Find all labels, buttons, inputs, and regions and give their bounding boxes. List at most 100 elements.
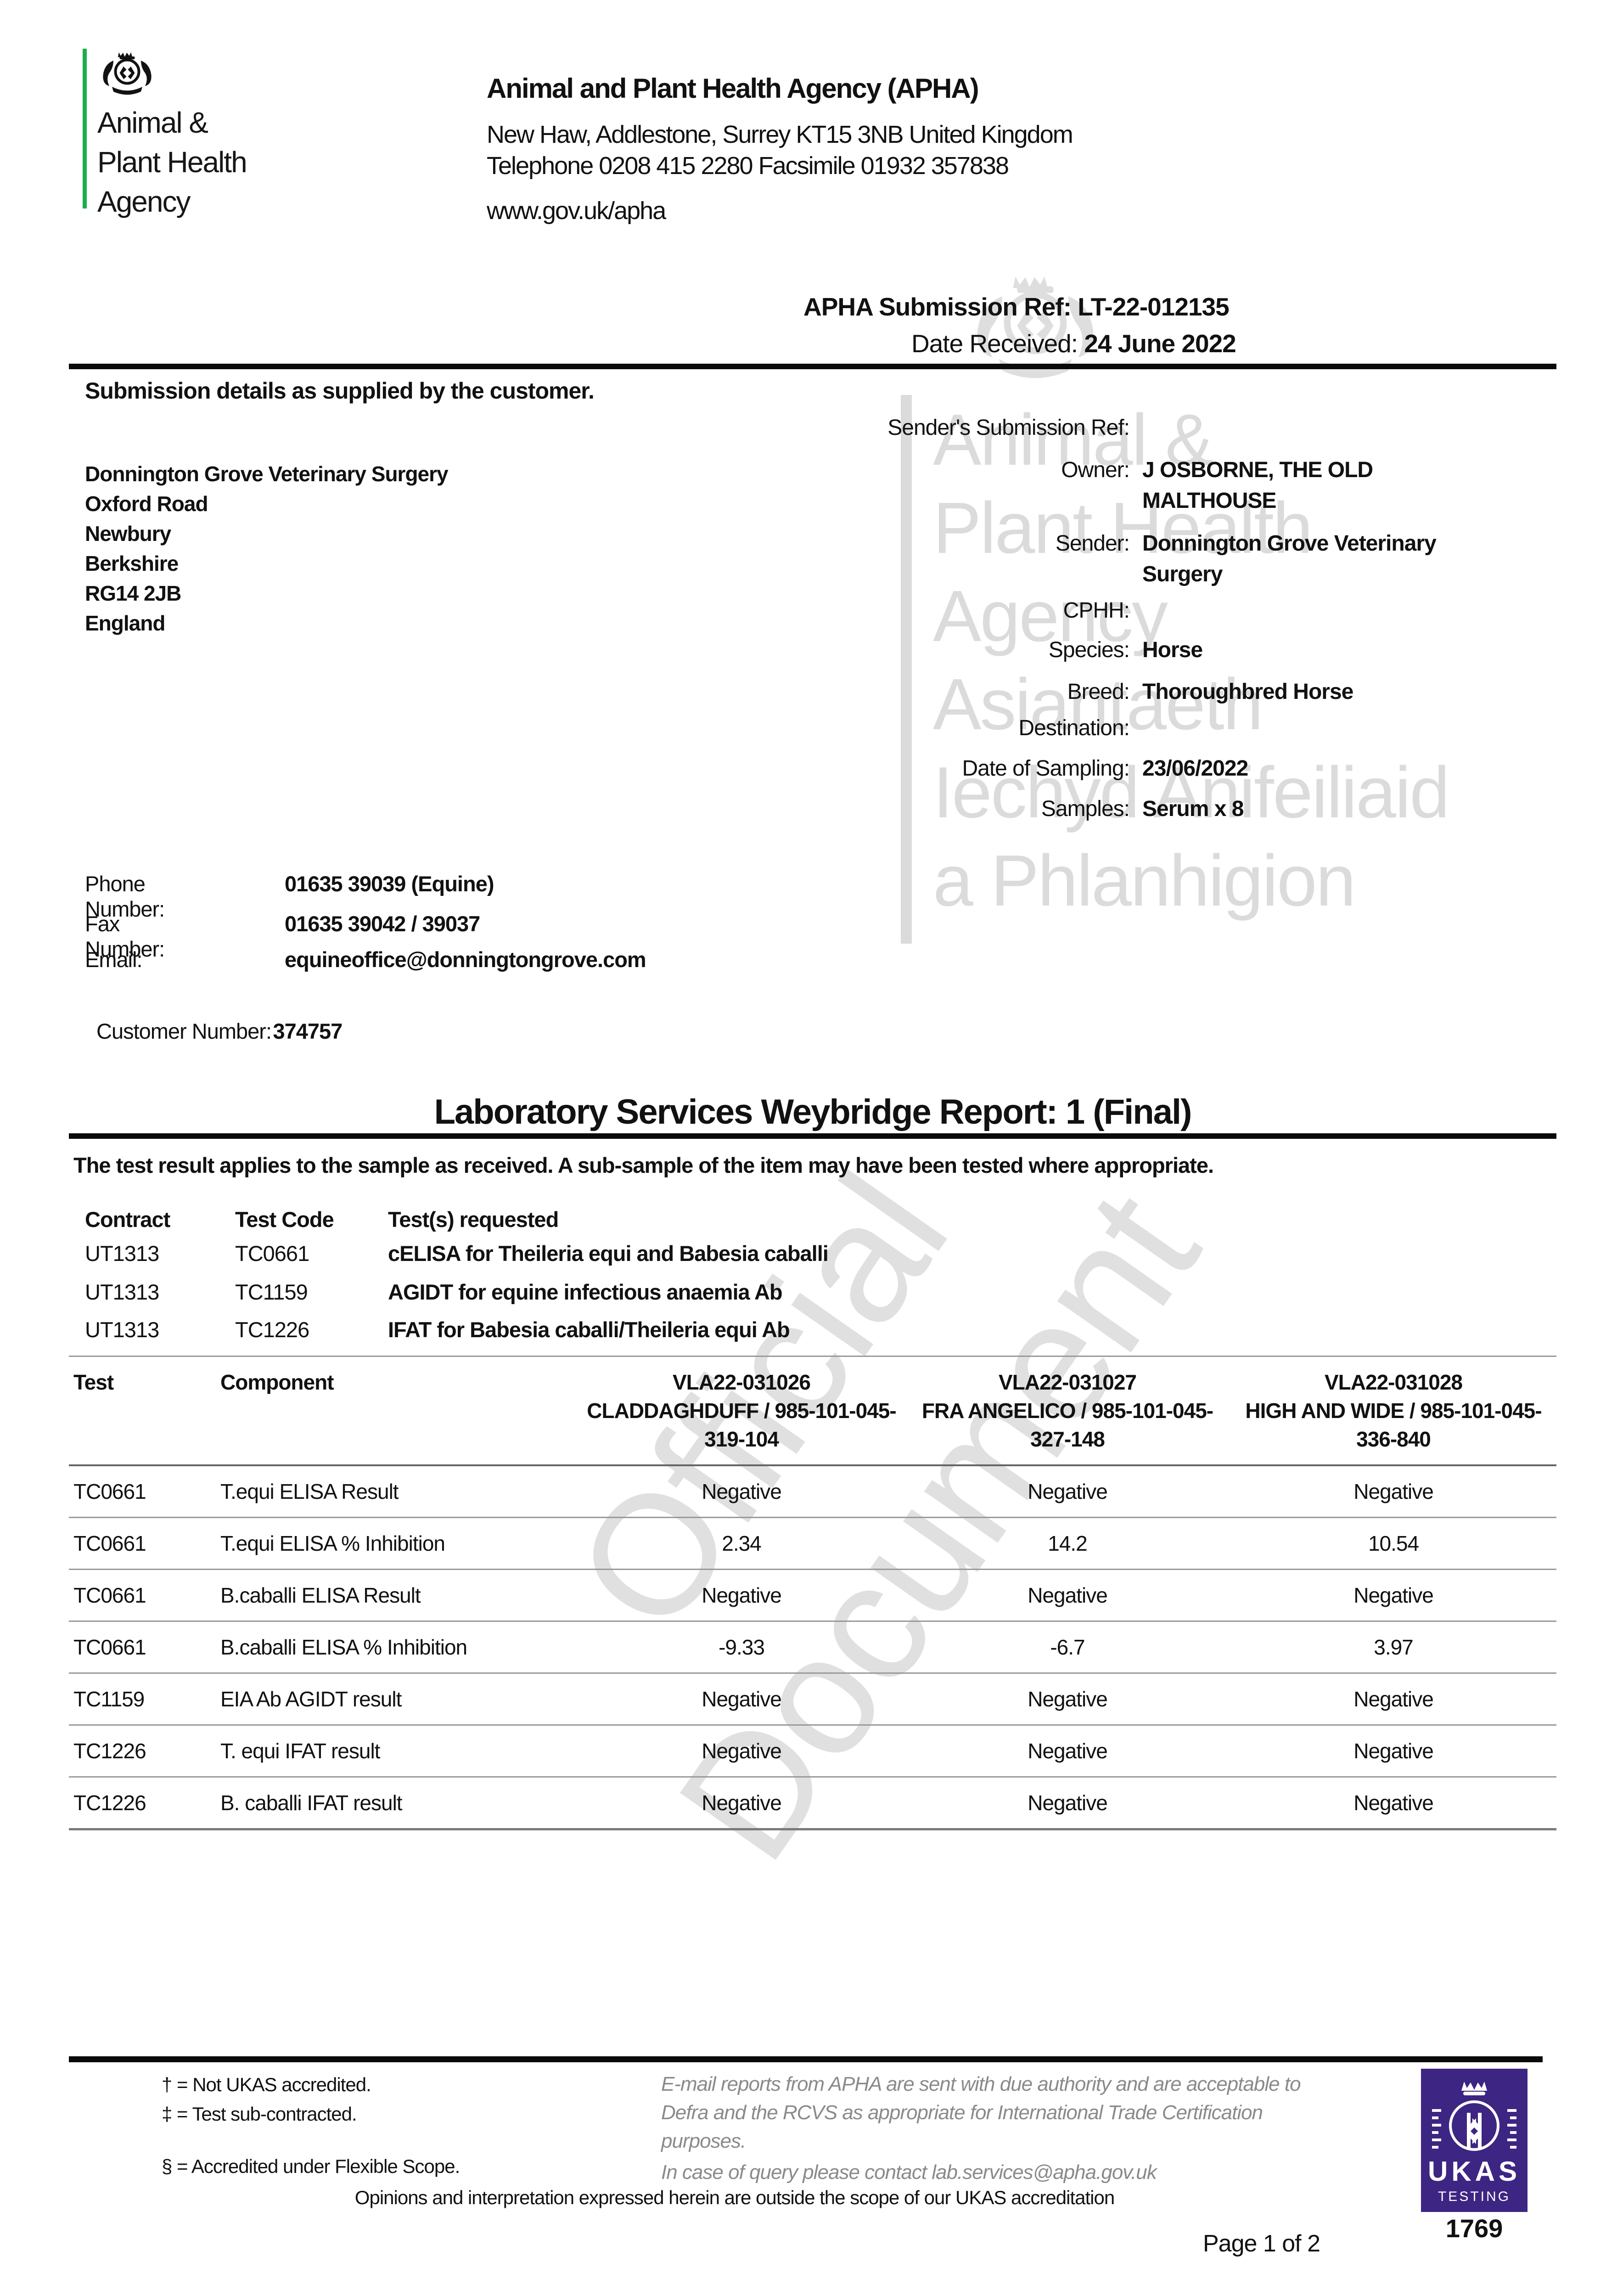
page-number: Page 1 of 2: [1203, 2230, 1320, 2257]
contract-header: Contract: [85, 1207, 170, 1232]
result-cell: -6.7: [1050, 1635, 1085, 1659]
tests-requested-header: Test(s) requested: [388, 1207, 559, 1232]
owner-label: Owner:: [1061, 458, 1130, 482]
table-row: TC0661 T.equi ELISA % Inhibition 2.34 14…: [69, 1517, 1556, 1570]
table-row: TC1226 B. caballi IFAT result Negative N…: [69, 1777, 1556, 1829]
watermark-bar: [901, 395, 912, 944]
report-note: The test result applies to the sample as…: [73, 1153, 1214, 1177]
test-name-value: cELISA for Theileria equi and Babesia ca…: [388, 1241, 829, 1266]
result-cell: Negative: [1028, 1583, 1108, 1607]
sample-column-header: VLA22-031028 HIGH AND WIDE / 985-101-045…: [1230, 1356, 1556, 1466]
watermark-line: Animal &: [933, 400, 1213, 480]
opinions-note: Opinions and interpretation expressed he…: [354, 2187, 1115, 2208]
report-title: Laboratory Services Weybridge Report: 1 …: [434, 1092, 1192, 1131]
component-cell: T.equi ELISA % Inhibition: [220, 1531, 445, 1555]
component-cell: B.caballi ELISA % Inhibition: [220, 1635, 467, 1659]
contract-value: UT1313: [85, 1317, 159, 1342]
breed-label: Breed:: [1067, 680, 1130, 704]
test-code-cell: TC0661: [73, 1583, 146, 1607]
result-cell: Negative: [702, 1791, 782, 1815]
submission-ref-value: LT-22-012135: [1078, 293, 1229, 321]
result-cell: Negative: [1353, 1739, 1434, 1763]
agency-title: Animal and Plant Health Agency (APHA): [487, 73, 979, 104]
cphh-label: CPHH:: [1063, 598, 1130, 623]
phone-value: 01635 39039 (Equine): [285, 872, 494, 896]
test-code-cell: TC0661: [73, 1531, 146, 1555]
test-code-cell: TC0661: [73, 1635, 146, 1659]
sample-name: FRA ANGELICO / 985-101-045-327-148: [921, 1399, 1213, 1451]
watermark-line: Agency: [933, 576, 1168, 657]
table-row: TC0661 B.caballi ELISA Result Negative N…: [69, 1569, 1556, 1621]
result-cell: Negative: [702, 1687, 782, 1711]
result-cell: Negative: [1353, 1687, 1434, 1711]
component-cell: T.equi ELISA Result: [220, 1480, 399, 1503]
logo-line: Agency: [97, 185, 191, 218]
component-cell: EIA Ab AGIDT result: [220, 1687, 402, 1711]
component-cell: B. caballi IFAT result: [220, 1791, 403, 1815]
crest-watermark-icon: [953, 257, 1118, 395]
submission-ref-label: APHA Submission Ref:: [803, 293, 1072, 321]
result-cell: Negative: [1353, 1791, 1434, 1815]
watermark-line: Iechyd Anifeiliaid: [933, 752, 1450, 833]
email-label: Email:: [85, 947, 143, 972]
test-code-value: TC1159: [235, 1280, 308, 1304]
senders-ref-label: Sender's Submission Ref:: [887, 416, 1130, 440]
email-value: equineoffice@donningtongrove.com: [285, 947, 646, 972]
result-cell: Negative: [702, 1583, 782, 1607]
sample-id: VLA22-031027: [999, 1370, 1137, 1394]
ukas-testing-logo: UKAS TESTING: [1421, 2069, 1528, 2212]
sample-id: VLA22-031028: [1325, 1370, 1463, 1394]
phone-label: Phone Number:: [85, 872, 165, 921]
cphh-value: [1142, 595, 1464, 626]
logo-line: Plant Health: [97, 146, 247, 179]
breed-row: Breed: Thoroughbred Horse: [725, 676, 1556, 707]
contract-value: UT1313: [85, 1280, 159, 1304]
agency-website: www.gov.uk/apha: [487, 197, 666, 225]
owner-value: J OSBORNE, THE OLD MALTHOUSE: [1142, 458, 1373, 513]
test-code-cell: TC0661: [73, 1480, 146, 1503]
email-authority-note: E-mail reports from APHA are sent with d…: [661, 2073, 1301, 2152]
test-code-header: Test Code: [235, 1207, 334, 1232]
result-cell: 14.2: [1048, 1531, 1088, 1555]
divider: [69, 2056, 1543, 2062]
sample-id: VLA22-031026: [673, 1370, 811, 1394]
species-row: Species: Horse: [725, 635, 1556, 665]
address-line: Donnington Grove Veterinary Surgery: [85, 462, 449, 486]
destination-row: Destination:: [725, 713, 1556, 743]
table-row: TC0661 T.equi ELISA Result Negative Nega…: [69, 1465, 1556, 1518]
table-row: TC1226 T. equi IFAT result Negative Nega…: [69, 1725, 1556, 1777]
address-line: England: [85, 611, 165, 635]
table-row: TC0661 B.caballi ELISA % Inhibition -9.3…: [69, 1621, 1556, 1673]
result-cell: 2.34: [722, 1531, 762, 1555]
component-cell: B.caballi ELISA Result: [220, 1583, 421, 1607]
ukas-wordmark: UKAS: [1428, 2156, 1521, 2187]
sender-label: Sender:: [1055, 531, 1130, 556]
component-column-header: Component: [220, 1370, 334, 1394]
sample-column-header: VLA22-031027 FRA ANGELICO / 985-101-045-…: [904, 1356, 1230, 1466]
result-cell: Negative: [1028, 1791, 1108, 1815]
result-cell: -9.33: [719, 1635, 765, 1659]
results-table: Test Component VLA22-031026 CLADDAGHDUFF…: [69, 1356, 1556, 1830]
senders-ref-row: Sender's Submission Ref:: [725, 412, 1556, 443]
logo-green-bar: [83, 49, 87, 208]
sender-row: Sender: Donnington Grove Veterinary Surg…: [725, 528, 1556, 590]
samples-label: Samples:: [1041, 797, 1130, 821]
test-code-cell: TC1226: [73, 1739, 146, 1763]
contract-value: UT1313: [85, 1241, 159, 1266]
sender-value: Donnington Grove Veterinary Surgery: [1142, 531, 1437, 586]
watermark-line: Asiantaeth: [933, 664, 1264, 745]
destination-value: [1142, 713, 1464, 743]
test-code-cell: TC1226: [73, 1791, 146, 1815]
divider: [69, 1133, 1556, 1139]
customer-number-row: Customer Number: 374757: [96, 1019, 343, 1044]
sample-name: CLADDAGHDUFF / 985-101-045-319-104: [587, 1399, 896, 1451]
date-received-line: Date Received: 24 June 2022: [911, 329, 1236, 358]
test-name-value: AGIDT for equine infectious anaemia Ab: [388, 1280, 783, 1304]
sample-name: HIGH AND WIDE / 985-101-045-336-840: [1245, 1399, 1542, 1451]
customer-number-value: 374757: [273, 1019, 343, 1043]
ukas-number: 1769: [1445, 2214, 1503, 2243]
fax-value: 01635 39042 / 39037: [285, 912, 480, 936]
results-header-row: Test Component VLA22-031026 CLADDAGHDUFF…: [69, 1356, 1556, 1466]
result-cell: Negative: [702, 1739, 782, 1763]
samples-row: Samples: Serum x 8: [725, 793, 1556, 824]
